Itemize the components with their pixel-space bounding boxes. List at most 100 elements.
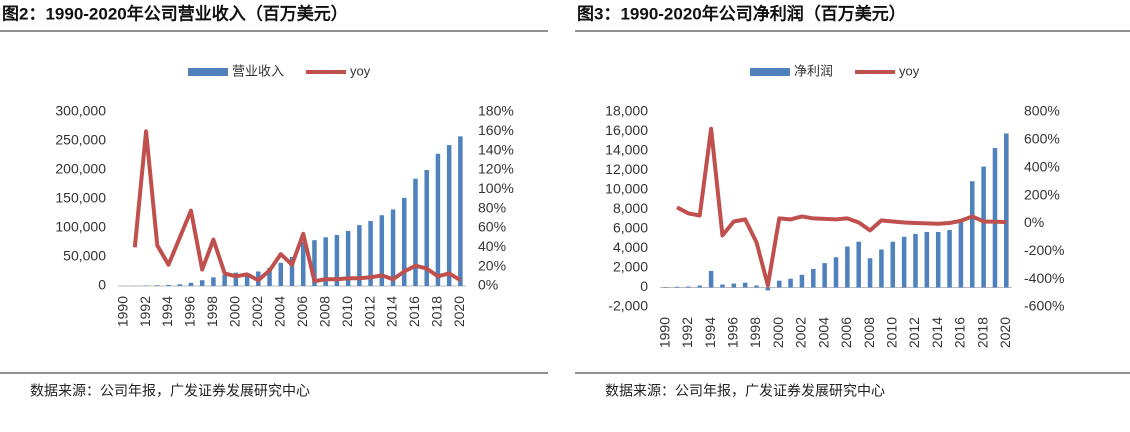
y2-tick-label: 60% [478,219,506,235]
bar [278,262,284,286]
y2-tick-label: -200% [1024,242,1064,258]
bar [357,225,362,286]
y-tick-label: 150,000 [55,190,106,206]
y-tick-label: 10,000 [605,181,648,197]
bar [267,268,272,286]
bar [368,221,373,286]
x-tick-label: 2010 [339,296,355,327]
bar [924,231,930,288]
y-tick-label: 100,000 [55,219,106,235]
bar [867,258,873,288]
bar [188,282,194,286]
y-tick-label: 18,000 [605,103,648,119]
bar [289,257,295,286]
x-tick-label: 2018 [974,317,990,348]
x-tick-label: 2004 [815,317,831,348]
bar [720,284,725,288]
legend-swatch [188,68,228,76]
bar [199,280,205,286]
bar [402,197,407,286]
bar [323,237,328,286]
bar [811,268,816,288]
bar [312,240,317,286]
y2-tick-label: 120% [478,161,514,177]
x-tick-label: 2000 [770,317,786,348]
bar [222,274,227,286]
legend-swatch [750,68,790,76]
y-tick-label: 4,000 [613,239,648,255]
bar [754,285,759,288]
bar [788,278,793,288]
source-note: 数据来源：公司年报，广发证券发展研究中心 [30,383,310,399]
y2-tick-label: 160% [478,122,514,138]
bar [233,272,239,286]
legend-label: yoy [350,63,371,78]
bar [822,263,827,288]
bar [674,286,680,288]
x-tick-label: 1992 [137,296,153,327]
bar [765,287,771,291]
x-tick-label: 2012 [361,296,377,327]
y2-tick-label: 180% [478,103,514,119]
legend-label: 净利润 [794,63,833,78]
bar [435,153,441,286]
source-note: 数据来源：公司年报，广发证券发展研究中心 [605,383,885,399]
y-tick-label: 0 [640,278,648,294]
bar [300,241,306,286]
x-tick-label: 2014 [384,296,400,327]
legend-label: 营业收入 [232,63,284,78]
y-tick-label: 50,000 [63,248,106,264]
bar [390,209,396,286]
y2-tick-label: -600% [1024,298,1064,314]
y-tick-label: 6,000 [613,220,648,236]
bar [901,236,907,288]
y-tick-label: 300,000 [55,103,106,119]
x-tick-label: 2004 [271,296,287,327]
x-tick-label: 1992 [679,317,695,348]
bar [177,284,182,286]
bar [413,178,418,286]
y2-tick-label: 0% [478,277,498,293]
y-tick-label: 2,000 [613,259,648,275]
bar [345,230,351,286]
y-tick-label: 14,000 [605,142,648,158]
bar [890,241,896,288]
bar [992,148,998,288]
y2-tick-label: 100% [478,180,514,196]
x-tick-label: 1990 [656,317,672,348]
bar [913,233,918,288]
bar [845,246,850,288]
y-tick-label: 200,000 [55,161,106,177]
bar [708,270,714,288]
x-tick-label: 2002 [793,317,809,348]
y-tick-label: 12,000 [605,161,648,177]
bar [856,241,861,288]
y2-tick-label: 140% [478,141,514,157]
y-tick-label: 0 [98,277,106,293]
y2-tick-label: 0% [1024,214,1044,230]
x-tick-label: 2008 [316,296,332,327]
x-tick-label: 1990 [114,296,130,327]
bar [1004,133,1009,288]
bar [155,285,160,286]
x-tick-label: 1994 [702,317,718,348]
x-tick-label: 1994 [159,296,175,327]
x-tick-label: 2012 [906,317,922,348]
y2-tick-label: 400% [1024,158,1060,174]
bar [686,286,691,288]
x-tick-label: 2006 [838,317,854,348]
x-tick-label: 2014 [929,317,945,348]
bar [458,136,463,286]
x-tick-label: 1996 [725,317,741,348]
y2-tick-label: 600% [1024,131,1060,147]
bar [211,277,216,286]
y2-tick-label: 20% [478,257,506,273]
bar [879,249,884,288]
legend-label: yoy [899,63,920,78]
bar [166,284,171,286]
y2-tick-label: 40% [478,238,506,254]
chart-title: 图3：1990-2020年公司净利润（百万美元） [577,3,906,23]
bar [776,280,782,288]
x-tick-label: 1998 [747,317,763,348]
